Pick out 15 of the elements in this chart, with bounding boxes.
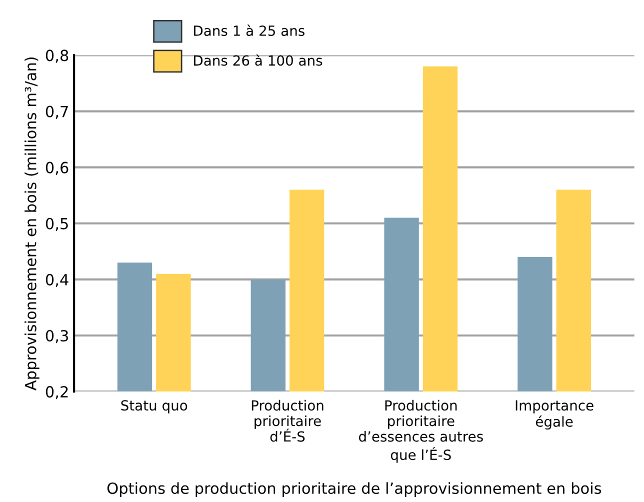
x-axis-title: Options de production prioritaire de l’approvisionnement en bois [107,482,602,497]
x-tick-label: Importance égale [516,400,594,430]
y-tick-label: 0,6 [46,162,68,175]
legend-label: Dans 26 à 100 ans [194,54,322,66]
x-tick-label: Production prioritaire d’É-S [252,400,324,442]
y-tick-label: 0,3 [46,330,68,344]
y-tick-label: 0,5 [46,218,68,231]
y-tick-label: 0,8 [46,50,68,63]
x-tick-label: Production prioritaire d’essences autres que l’É-S [358,400,483,463]
x-tick-label: Statu quo [121,400,188,414]
y-tick-label: 0,4 [46,274,68,288]
y-tick-label: 0,7 [46,106,68,119]
y-axis-title: Approvisionnement en bois (millions m³/an) [24,57,40,390]
legend-label: Dans 1 à 25 ans [194,24,304,36]
y-tick-label: 0,2 [46,386,68,400]
